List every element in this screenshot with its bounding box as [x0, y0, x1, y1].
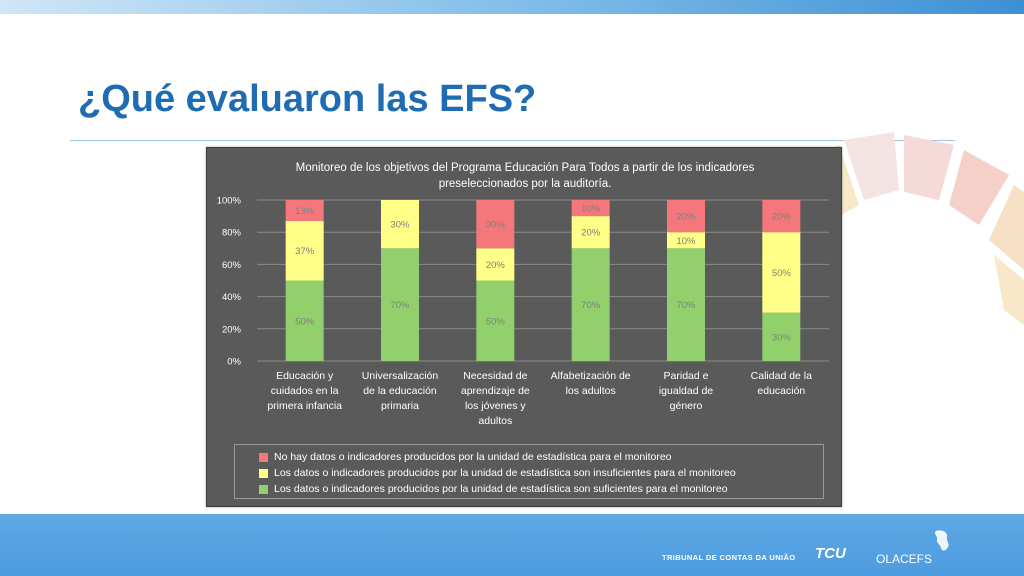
stacked-bar-chart: 0% 20% 40% 60% 80% 100% 50% 37% 13% Educación y cu… [217, 196, 829, 427]
y-tick-label: 20% [222, 324, 242, 335]
data-label: 20% [486, 260, 506, 271]
chart-title-line-1: Monitoreo de los objetivos del Programa … [295, 162, 755, 174]
x-category-label: primaria [381, 400, 419, 412]
bar-segment [571, 216, 610, 249]
chart-panel: Monitoreo de los objetivos del Programa … [206, 147, 842, 507]
data-label: 50% [486, 316, 506, 327]
bar-segment [762, 200, 801, 233]
y-tick-label: 80% [222, 228, 242, 239]
x-category-label: cuidados en la [271, 385, 339, 397]
bar-segment [667, 248, 705, 361]
y-tick-label: 40% [222, 292, 242, 303]
y-tick-label: 0% [227, 357, 241, 368]
bar-segment [476, 280, 515, 361]
x-category-label: Paridad e [664, 370, 709, 382]
x-category-label: Universalización [362, 370, 439, 382]
y-tick-label: 60% [222, 260, 242, 271]
footer-bar [0, 514, 1024, 576]
data-label: 10% [676, 236, 696, 247]
bar-segment [571, 248, 610, 361]
data-label: 20% [772, 212, 792, 223]
bar-segment [571, 200, 610, 217]
bar-segment [667, 200, 705, 233]
legend-label: Los datos o indicadores producidos por l… [274, 467, 736, 479]
data-label: 10% [581, 204, 601, 215]
chart-title: Monitoreo de los objetivos del Programa … [207, 160, 843, 192]
x-category-label: Alfabetización de [551, 370, 631, 382]
legend-swatch-green [259, 484, 268, 494]
decorative-arcs [804, 132, 1024, 325]
x-category-label: Calidad de la [751, 370, 812, 382]
y-tick-label: 100% [217, 196, 242, 207]
x-category-label: los jóvenes y [465, 400, 526, 412]
data-label: 30% [772, 332, 792, 343]
bar-segment [381, 248, 419, 361]
data-label: 70% [581, 300, 601, 311]
title-divider [70, 140, 955, 141]
legend-swatch-yellow [259, 468, 268, 478]
data-label: 50% [772, 268, 792, 279]
data-label: 13% [295, 206, 315, 217]
data-label: 30% [486, 220, 506, 231]
arc-segment [844, 132, 899, 200]
bar-segment [762, 312, 801, 361]
olacefs-logo: OLACEFS [876, 552, 933, 566]
bar-segment [762, 232, 801, 313]
bar-segment [285, 200, 324, 221]
arc-segment [994, 255, 1024, 325]
x-category-label: educación [757, 385, 805, 397]
x-category-label: Necesidad de [463, 370, 527, 382]
data-label: 70% [676, 300, 696, 311]
x-category-label: Educación y [276, 370, 334, 382]
top-accent-bar [0, 0, 1024, 14]
x-category-label: primera infancia [267, 400, 342, 412]
x-category-label: género [670, 400, 703, 412]
arc-segment [949, 150, 1009, 225]
data-label: 70% [390, 300, 410, 311]
bar-segment [285, 280, 324, 361]
x-category-label: de la educación [363, 385, 437, 397]
tcu-logo: TCU [815, 545, 846, 562]
data-label: 50% [295, 316, 315, 327]
legend-item-no-data: No hay datos o indicadores producidos po… [259, 449, 672, 465]
bar-segment [476, 248, 515, 281]
arc-segment [904, 135, 954, 200]
legend-label: No hay datos o indicadores producidos po… [274, 451, 672, 463]
chart-legend: No hay datos o indicadores producidos po… [234, 444, 824, 499]
arc-segment [989, 185, 1024, 270]
legend-item-insufficient: Los datos o indicadores producidos por l… [259, 465, 736, 481]
x-category-label: igualdad de [659, 385, 713, 397]
bar-segment [667, 232, 705, 249]
bar-segment [381, 200, 419, 249]
bar-segment [476, 200, 515, 249]
chart-title-line-2: preseleccionados por la auditoría. [438, 178, 612, 190]
x-category-label: aprendizaje de [461, 385, 530, 397]
bar-segment [285, 220, 324, 281]
data-label: 20% [676, 212, 696, 223]
data-label: 30% [390, 220, 410, 231]
slide-title: ¿Qué evaluaron las EFS? [78, 78, 537, 120]
x-category-label: los adultos [566, 385, 616, 397]
legend-item-sufficient: Los datos o indicadores producidos por l… [259, 481, 728, 497]
tcu-name: TRIBUNAL DE CONTAS DA UNIÃO [662, 553, 796, 562]
legend-swatch-red [259, 452, 268, 462]
olacefs-map-icon [935, 530, 949, 551]
data-label: 37% [295, 246, 315, 257]
data-label: 20% [581, 228, 601, 239]
legend-label: Los datos o indicadores producidos por l… [274, 483, 728, 495]
x-category-label: adultos [478, 415, 512, 427]
